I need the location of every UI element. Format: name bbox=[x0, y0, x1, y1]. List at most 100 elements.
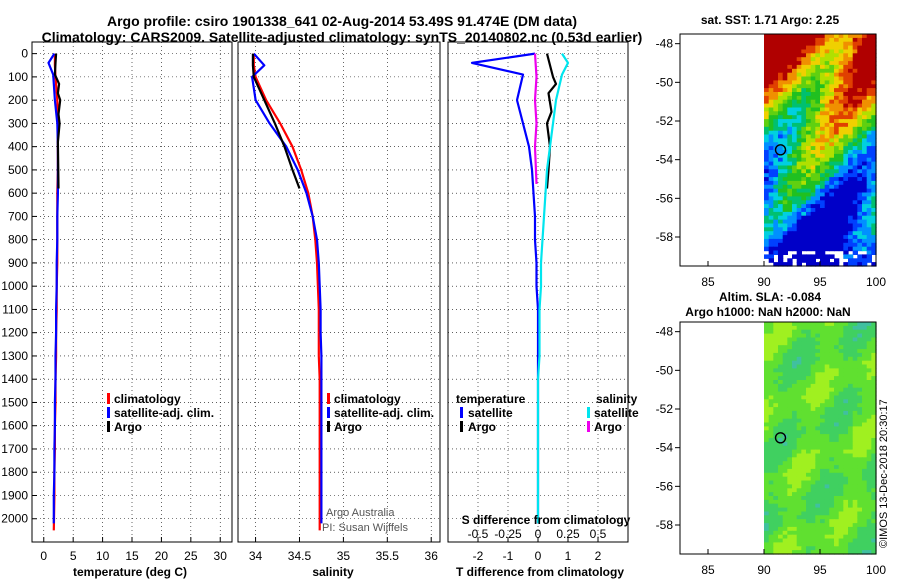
map-y-tick-label: -56 bbox=[656, 191, 674, 205]
top-x-tick-label: 0 bbox=[535, 527, 542, 541]
map-y-tick-label: -52 bbox=[656, 402, 674, 416]
x-tick-label: 15 bbox=[125, 549, 139, 563]
x-tick-label: 34.5 bbox=[288, 549, 312, 563]
legend-label-climatology: climatology bbox=[334, 392, 401, 406]
map-x-tick-label: 85 bbox=[701, 563, 715, 577]
legend-label-satellite: satellite-adj. clim. bbox=[114, 406, 214, 420]
series-line-climatology bbox=[252, 53, 321, 531]
map-y-tick-label: -50 bbox=[656, 363, 674, 377]
salinity-legend: climatology satellite-adj. clim. Argo bbox=[327, 392, 434, 434]
legend-label-t-argo: Argo bbox=[468, 420, 496, 434]
legend-label-satellite: satellite-adj. clim. bbox=[334, 406, 434, 420]
argo-position-marker bbox=[774, 432, 787, 444]
series-line-satellite-adj-clim- bbox=[47, 53, 60, 524]
x-tick-label: -2 bbox=[473, 549, 484, 563]
x-tick-labels: 0 5 10 15 20 25 30 34 34.5 35 35.5 36 -2 -1 0 1 2 -0.5 -0.… bbox=[40, 527, 606, 563]
series-line-satellite-adj-clim- bbox=[251, 52, 323, 524]
series-line-salinity-satellite bbox=[536, 53, 570, 524]
map-y-tick-label: -58 bbox=[656, 518, 674, 532]
top-x-tick-label: -0.25 bbox=[494, 527, 522, 541]
x-tick-label: 25 bbox=[184, 549, 198, 563]
difference-top-xlabel: S difference from climatology bbox=[462, 513, 631, 527]
x-tick-label: 35.5 bbox=[376, 549, 400, 563]
salinity-lines bbox=[251, 52, 323, 531]
map-y-tick-label: -48 bbox=[656, 37, 674, 51]
legend-swatch-satellite bbox=[327, 407, 330, 418]
legend-title-salinity: salinity bbox=[596, 392, 638, 406]
depth-tick-label: 300 bbox=[8, 116, 28, 130]
map-y-tick-label: -54 bbox=[656, 441, 674, 455]
depth-tick-label: 1700 bbox=[1, 442, 28, 456]
depth-tick-label: 800 bbox=[8, 233, 28, 247]
legend-label-argo: Argo bbox=[334, 420, 362, 434]
map-x-tick-label: 90 bbox=[757, 563, 771, 577]
credit-line-1: Argo Australia bbox=[326, 507, 395, 519]
depth-tick-label: 1800 bbox=[1, 465, 28, 479]
depth-tick-label: 400 bbox=[8, 140, 28, 154]
x-tick-label: 0 bbox=[535, 549, 542, 563]
x-tick-label: 30 bbox=[214, 549, 228, 563]
depth-tick-label: 700 bbox=[8, 209, 28, 223]
depth-tick-label: 600 bbox=[8, 186, 28, 200]
legend-swatch-s-argo bbox=[587, 421, 590, 432]
x-tick-label: 1 bbox=[565, 549, 572, 563]
x-tick-label: 5 bbox=[70, 549, 77, 563]
depth-tick-label: 1600 bbox=[1, 419, 28, 433]
depth-tick-label: 1500 bbox=[1, 395, 28, 409]
map-x-tick-label: 90 bbox=[757, 275, 771, 289]
sla-map-title-2: Argo h1000: NaN h2000: NaN bbox=[685, 305, 850, 319]
series-line-temperature-argo bbox=[545, 53, 558, 189]
legend-label-t-satellite: satellite bbox=[468, 406, 513, 420]
depth-tick-label: 1100 bbox=[2, 302, 28, 316]
x-tick-label: -1 bbox=[503, 549, 514, 563]
sla-map-title-1: Altim. SLA: -0.084 bbox=[719, 290, 821, 304]
map-y-tick-label: -56 bbox=[656, 479, 674, 493]
map-x-tick-label: 95 bbox=[813, 563, 827, 577]
x-tick-label: 0 bbox=[40, 549, 47, 563]
series-line-temperature-satellite bbox=[470, 52, 540, 524]
difference-legend-temperature: temperature satellite Argo bbox=[456, 392, 526, 434]
legend-swatch-climatology bbox=[327, 393, 330, 404]
depth-tick-label: 100 bbox=[8, 70, 28, 84]
difference-legend-salinity: salinity satellite Argo bbox=[587, 392, 639, 434]
legend-swatch-argo bbox=[107, 421, 110, 432]
map-y-tick-label: -54 bbox=[656, 153, 674, 167]
series-line-salinity-argo bbox=[533, 53, 538, 184]
map-y-tick-label: -58 bbox=[656, 230, 674, 244]
depth-tick-label: 0 bbox=[21, 47, 28, 61]
map-y-tick-label: -48 bbox=[656, 325, 674, 339]
legend-title-temperature: temperature bbox=[456, 392, 526, 406]
difference-lines bbox=[470, 52, 570, 524]
depth-tick-label: 1300 bbox=[1, 349, 28, 363]
legend-swatch-argo bbox=[327, 421, 330, 432]
header-line-2: Climatology: CARS2009. Satellite-adjuste… bbox=[42, 29, 643, 45]
map-x-tick-label: 100 bbox=[866, 275, 886, 289]
sst-map: 85 90 95 100 -48 -50 -52 -54 -56 -58 bbox=[656, 33, 886, 289]
map-y-tick-label: -52 bbox=[656, 114, 674, 128]
imos-watermark: ©IMOS 13-Dec-2018 20:30:17 bbox=[878, 399, 890, 548]
depth-tick-label: 1400 bbox=[1, 372, 28, 386]
map-x-tick-label: 95 bbox=[813, 275, 827, 289]
difference-xlabel: T difference from climatology bbox=[456, 565, 624, 579]
argo-position-marker bbox=[774, 144, 787, 156]
map-x-tick-label: 100 bbox=[866, 563, 886, 577]
map-y-tick-label: -50 bbox=[656, 75, 674, 89]
series-line-argo bbox=[53, 53, 62, 189]
legend-swatch-s-satellite bbox=[587, 407, 590, 418]
legend-label-s-argo: Argo bbox=[594, 420, 622, 434]
grid-lines bbox=[32, 42, 628, 542]
x-tick-label: 20 bbox=[155, 549, 169, 563]
depth-tick-label: 2000 bbox=[1, 512, 28, 526]
depth-tick-label: 1200 bbox=[1, 326, 28, 340]
legend-label-s-satellite: satellite bbox=[594, 406, 639, 420]
temperature-lines bbox=[47, 53, 62, 531]
header-line-1: Argo profile: csiro 1901338_641 02-Aug-2… bbox=[107, 13, 577, 29]
legend-label-argo: Argo bbox=[114, 420, 142, 434]
top-x-tick-label: 0.25 bbox=[556, 527, 580, 541]
depth-tick-label: 1000 bbox=[1, 279, 28, 293]
legend-swatch-climatology bbox=[107, 393, 110, 404]
series-line-argo bbox=[251, 53, 301, 189]
legend-swatch-t-satellite bbox=[460, 407, 463, 418]
